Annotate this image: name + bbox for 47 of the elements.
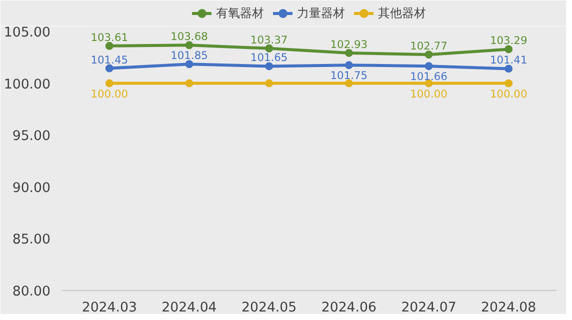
data-label: 100.00	[490, 87, 528, 100]
y-tick-label: 95.00	[12, 129, 50, 144]
point	[344, 61, 353, 70]
point	[185, 79, 194, 88]
data-label: 102.93	[330, 38, 368, 51]
point	[185, 41, 194, 50]
point	[265, 79, 274, 88]
data-label: 101.85	[170, 49, 208, 62]
y-tick-label: 80.00	[12, 284, 50, 300]
y-tick-label: 90.00	[12, 180, 50, 196]
point	[105, 64, 114, 72]
data-label: 101.41	[490, 54, 528, 67]
point	[344, 48, 353, 57]
point	[504, 64, 513, 73]
point	[424, 50, 433, 59]
data-label: 103.29	[490, 34, 528, 48]
data-label: 100.00	[410, 87, 448, 100]
x-tick-label: 2024.03	[82, 300, 137, 316]
y-tick-label: 85.00	[12, 232, 50, 248]
point	[265, 62, 274, 70]
point	[504, 45, 513, 54]
point	[265, 44, 274, 52]
legend-label: 有氧器材	[216, 4, 264, 22]
legend-label: 力量器材	[297, 4, 345, 22]
x-tick-label: 2024.08	[481, 300, 536, 316]
data-label: 101.75	[330, 69, 368, 82]
y-tick-label: 100.00	[4, 77, 51, 92]
point	[344, 79, 353, 88]
data-label: 101.66	[410, 70, 448, 84]
point	[424, 62, 433, 70]
data-label: 103.37	[250, 33, 288, 46]
point	[185, 60, 194, 68]
data-label: 102.77	[410, 40, 448, 53]
data-label: 103.68	[170, 30, 208, 44]
x-tick-label: 2024.05	[242, 300, 297, 316]
data-label: 101.45	[90, 53, 128, 66]
data-label: 103.61	[90, 30, 128, 44]
data-label: 101.65	[250, 51, 288, 64]
data-label: 100.00	[90, 87, 128, 100]
y-tick-label: 105.00	[4, 26, 51, 40]
legend-label: 其他器材	[378, 4, 426, 22]
x-tick-label: 2024.07	[401, 300, 456, 316]
point	[105, 42, 114, 50]
x-tick-label: 2024.06	[321, 300, 376, 316]
point	[504, 79, 513, 88]
x-tick-label: 2024.04	[162, 300, 217, 316]
point	[105, 79, 114, 88]
